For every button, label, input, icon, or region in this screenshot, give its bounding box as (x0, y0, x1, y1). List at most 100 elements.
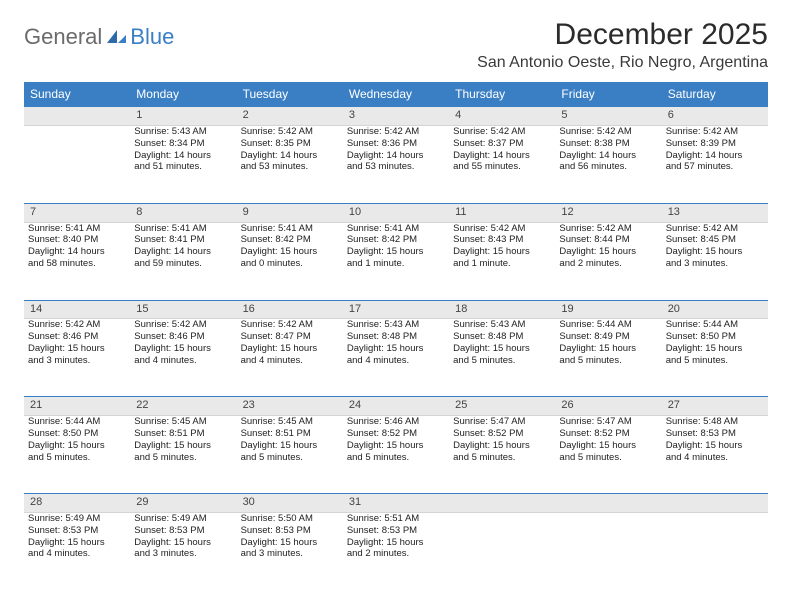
daylight-text: Daylight: 14 hours (666, 150, 764, 162)
daylight-text: Daylight: 15 hours (559, 343, 657, 355)
sunset-text: Sunset: 8:40 PM (28, 234, 126, 246)
sunrise-text: Sunrise: 5:42 AM (453, 126, 551, 138)
month-title: December 2025 (477, 18, 768, 52)
sunset-text: Sunset: 8:52 PM (559, 428, 657, 440)
day-cell: Sunrise: 5:42 AMSunset: 8:39 PMDaylight:… (662, 125, 768, 203)
day-cell: Sunrise: 5:41 AMSunset: 8:41 PMDaylight:… (130, 222, 236, 300)
day-cell: Sunrise: 5:47 AMSunset: 8:52 PMDaylight:… (555, 416, 661, 494)
sunrise-text: Sunrise: 5:42 AM (666, 223, 764, 235)
day-cell: Sunrise: 5:41 AMSunset: 8:40 PMDaylight:… (24, 222, 130, 300)
day-number: 3 (343, 107, 449, 126)
sunrise-text: Sunrise: 5:43 AM (347, 319, 445, 331)
day-number: 29 (130, 494, 236, 513)
day-cell: Sunrise: 5:43 AMSunset: 8:48 PMDaylight:… (449, 319, 555, 397)
day-number: 12 (555, 203, 661, 222)
day-cell: Sunrise: 5:43 AMSunset: 8:34 PMDaylight:… (130, 125, 236, 203)
sunset-text: Sunset: 8:53 PM (666, 428, 764, 440)
weekday-header-row: Sunday Monday Tuesday Wednesday Thursday… (24, 82, 768, 107)
day-number: 27 (662, 397, 768, 416)
sunrise-text: Sunrise: 5:42 AM (559, 126, 657, 138)
sunset-text: Sunset: 8:51 PM (134, 428, 232, 440)
daylight-text: Daylight: 15 hours (453, 246, 551, 258)
sunrise-text: Sunrise: 5:42 AM (28, 319, 126, 331)
sunset-text: Sunset: 8:38 PM (559, 138, 657, 150)
sunrise-text: Sunrise: 5:42 AM (559, 223, 657, 235)
day-cell: Sunrise: 5:44 AMSunset: 8:50 PMDaylight:… (24, 416, 130, 494)
logo-word1: General (24, 24, 102, 50)
sunset-text: Sunset: 8:44 PM (559, 234, 657, 246)
daylight-text: Daylight: 14 hours (347, 150, 445, 162)
sunset-text: Sunset: 8:46 PM (134, 331, 232, 343)
daylight-text: and 5 minutes. (453, 452, 551, 464)
day-number (662, 494, 768, 513)
day-number: 30 (237, 494, 343, 513)
day-number: 14 (24, 300, 130, 319)
sunrise-text: Sunrise: 5:41 AM (134, 223, 232, 235)
day-number: 31 (343, 494, 449, 513)
day-cell: Sunrise: 5:51 AMSunset: 8:53 PMDaylight:… (343, 512, 449, 590)
sunset-text: Sunset: 8:48 PM (347, 331, 445, 343)
sunset-text: Sunset: 8:48 PM (453, 331, 551, 343)
sunset-text: Sunset: 8:41 PM (134, 234, 232, 246)
title-block: December 2025 San Antonio Oeste, Rio Neg… (477, 18, 768, 72)
day-number: 15 (130, 300, 236, 319)
logo-word2: Blue (130, 24, 174, 50)
daylight-text: and 4 minutes. (134, 355, 232, 367)
weekday-header: Sunday (24, 82, 130, 107)
day-cell: Sunrise: 5:42 AMSunset: 8:47 PMDaylight:… (237, 319, 343, 397)
sunrise-text: Sunrise: 5:43 AM (453, 319, 551, 331)
daylight-text: Daylight: 15 hours (347, 537, 445, 549)
sunrise-text: Sunrise: 5:42 AM (241, 319, 339, 331)
sunset-text: Sunset: 8:42 PM (347, 234, 445, 246)
day-number: 5 (555, 107, 661, 126)
sunrise-text: Sunrise: 5:46 AM (347, 416, 445, 428)
daylight-text: Daylight: 15 hours (347, 343, 445, 355)
sunset-text: Sunset: 8:50 PM (666, 331, 764, 343)
daylight-text: Daylight: 14 hours (241, 150, 339, 162)
calendar-table: Sunday Monday Tuesday Wednesday Thursday… (24, 82, 768, 590)
sunset-text: Sunset: 8:34 PM (134, 138, 232, 150)
daylight-text: and 3 minutes. (28, 355, 126, 367)
daylight-text: Daylight: 15 hours (241, 246, 339, 258)
day-number: 11 (449, 203, 555, 222)
day-cell: Sunrise: 5:42 AMSunset: 8:37 PMDaylight:… (449, 125, 555, 203)
daylight-text: and 53 minutes. (347, 161, 445, 173)
sunrise-text: Sunrise: 5:47 AM (453, 416, 551, 428)
daylight-text: and 5 minutes. (347, 452, 445, 464)
day-number (449, 494, 555, 513)
day-number: 4 (449, 107, 555, 126)
daylight-text: and 5 minutes. (666, 355, 764, 367)
day-content-row: Sunrise: 5:49 AMSunset: 8:53 PMDaylight:… (24, 512, 768, 590)
sunset-text: Sunset: 8:35 PM (241, 138, 339, 150)
daylight-text: and 5 minutes. (453, 355, 551, 367)
day-cell: Sunrise: 5:42 AMSunset: 8:46 PMDaylight:… (24, 319, 130, 397)
sunset-text: Sunset: 8:43 PM (453, 234, 551, 246)
sunrise-text: Sunrise: 5:42 AM (347, 126, 445, 138)
daylight-text: Daylight: 15 hours (666, 246, 764, 258)
daylight-text: Daylight: 15 hours (666, 343, 764, 355)
sunrise-text: Sunrise: 5:50 AM (241, 513, 339, 525)
day-number: 1 (130, 107, 236, 126)
daylight-text: and 0 minutes. (241, 258, 339, 270)
sunrise-text: Sunrise: 5:51 AM (347, 513, 445, 525)
day-number: 6 (662, 107, 768, 126)
sunset-text: Sunset: 8:51 PM (241, 428, 339, 440)
weekday-header: Wednesday (343, 82, 449, 107)
sunset-text: Sunset: 8:53 PM (241, 525, 339, 537)
sunrise-text: Sunrise: 5:49 AM (134, 513, 232, 525)
daylight-text: and 57 minutes. (666, 161, 764, 173)
sunrise-text: Sunrise: 5:48 AM (666, 416, 764, 428)
day-content-row: Sunrise: 5:44 AMSunset: 8:50 PMDaylight:… (24, 416, 768, 494)
day-cell: Sunrise: 5:42 AMSunset: 8:35 PMDaylight:… (237, 125, 343, 203)
daylight-text: Daylight: 15 hours (134, 343, 232, 355)
sunset-text: Sunset: 8:53 PM (347, 525, 445, 537)
day-cell: Sunrise: 5:42 AMSunset: 8:38 PMDaylight:… (555, 125, 661, 203)
day-cell: Sunrise: 5:42 AMSunset: 8:43 PMDaylight:… (449, 222, 555, 300)
day-cell: Sunrise: 5:50 AMSunset: 8:53 PMDaylight:… (237, 512, 343, 590)
daylight-text: Daylight: 15 hours (241, 440, 339, 452)
day-number-row: 123456 (24, 107, 768, 126)
sunrise-text: Sunrise: 5:41 AM (241, 223, 339, 235)
day-content-row: Sunrise: 5:43 AMSunset: 8:34 PMDaylight:… (24, 125, 768, 203)
daylight-text: and 1 minute. (453, 258, 551, 270)
daylight-text: and 3 minutes. (134, 548, 232, 560)
